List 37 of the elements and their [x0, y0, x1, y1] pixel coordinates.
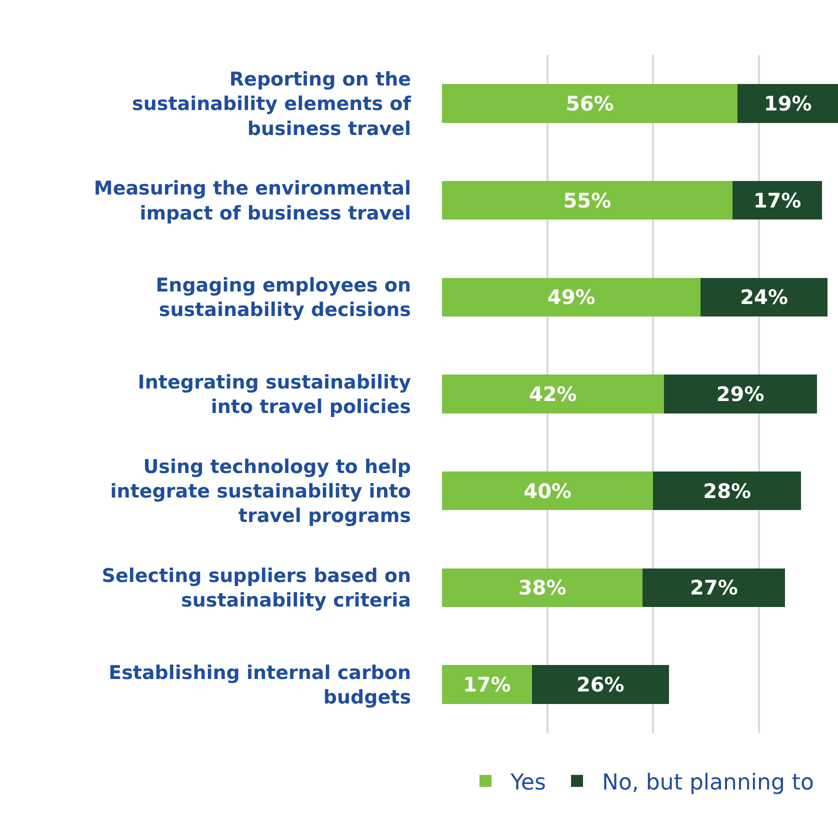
data-label: 17%: [753, 188, 802, 212]
data-label: 56%: [566, 91, 614, 116]
y-tick-label: Selecting suppliers based on sustainability criteria: [102, 565, 411, 612]
data-label: 24%: [740, 285, 788, 310]
y-tick-label: Using technology to help integrate sustainability into travel programs: [110, 456, 411, 528]
data-label: 26%: [576, 672, 624, 697]
bar: [738, 84, 838, 123]
bar: [664, 374, 817, 414]
y-tick-label: Measuring the environmental impact of business travel: [94, 178, 411, 224]
data-label: 49%: [547, 285, 596, 310]
bar: [442, 180, 732, 220]
data-label: 19%: [764, 91, 812, 116]
data-label: 17%: [462, 672, 511, 697]
data-label: 28%: [703, 478, 752, 503]
y-tick-label: Engaging employees on sustainability decisions: [156, 274, 411, 322]
legend-label: Yes: [510, 770, 546, 796]
legend-label: No, but planning to: [602, 770, 814, 796]
bar: [442, 568, 643, 608]
y-tick-label: Establishing internal carbon budgets: [108, 662, 411, 709]
bar: [653, 471, 802, 510]
bar: [442, 278, 701, 317]
bar: [442, 374, 664, 414]
y-tick-label: Reporting on the sustainability elements of business travel: [132, 68, 412, 140]
data-label: 29%: [716, 382, 764, 406]
bar: [442, 84, 738, 123]
bar: [642, 568, 786, 608]
bar: [732, 180, 822, 220]
data-label: 42%: [528, 382, 577, 406]
bar: [442, 471, 654, 510]
data-label: 55%: [563, 188, 612, 212]
data-label: 40%: [524, 478, 572, 503]
data-label: 27%: [690, 576, 738, 600]
y-tick-label: Integrating sustainability into travel policies: [138, 371, 412, 418]
data-label: 38%: [518, 576, 566, 600]
bar: [442, 665, 532, 704]
bar: [532, 665, 670, 704]
bar: [700, 278, 828, 317]
